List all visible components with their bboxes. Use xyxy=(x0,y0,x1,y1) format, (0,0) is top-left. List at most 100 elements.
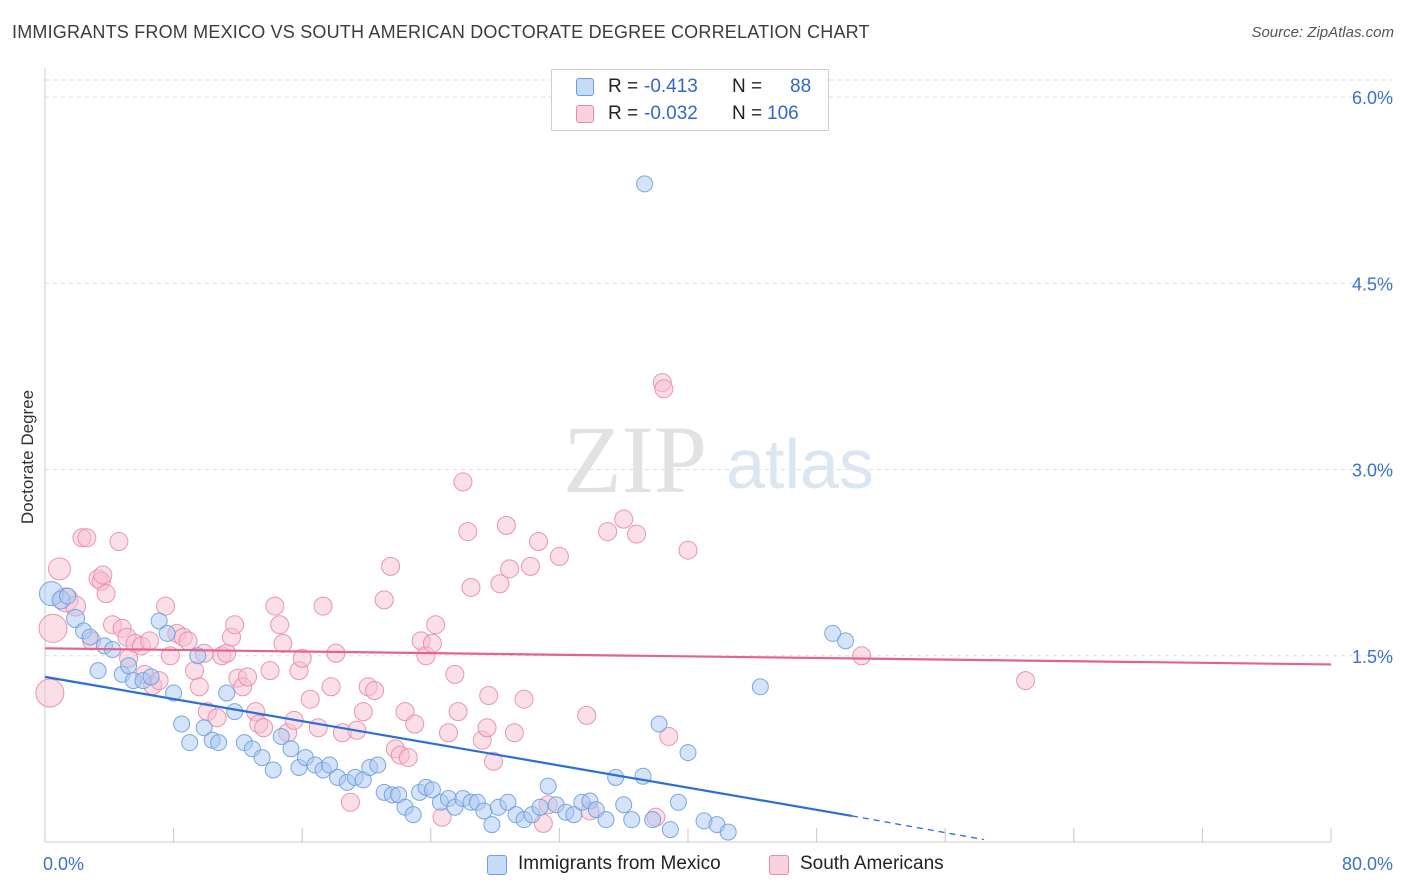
x-tick-label: 0.0% xyxy=(43,854,84,874)
trend-lines xyxy=(44,647,1332,841)
south-americans-point xyxy=(265,596,285,616)
south-americans-point xyxy=(109,532,129,552)
south-americans-point xyxy=(496,515,516,535)
south-americans-point xyxy=(453,472,473,492)
south-americans-point xyxy=(93,565,113,585)
south-americans-point xyxy=(139,631,159,651)
south-americans-point xyxy=(340,792,360,812)
mexico-point xyxy=(669,793,687,811)
y-tick-label: 1.5% xyxy=(1352,647,1393,667)
south-americans-point xyxy=(178,631,198,651)
south-americans-point xyxy=(254,718,274,738)
south-americans-point xyxy=(520,556,540,576)
south-americans-point xyxy=(374,590,394,610)
legend-row-mexico: R = -0.413 N = 88 xyxy=(552,73,828,101)
mexico-point xyxy=(89,662,107,680)
south-americans-point xyxy=(47,557,71,581)
mexico-point xyxy=(369,756,387,774)
mexico-trend-extension xyxy=(851,815,984,841)
mexico-point xyxy=(181,734,199,752)
mexico-point xyxy=(59,587,77,605)
mexico-point xyxy=(189,647,207,665)
south-americans-point xyxy=(273,633,293,653)
y-tick-label: 4.5% xyxy=(1352,274,1393,294)
south-americans-point xyxy=(238,667,258,687)
mexico-point xyxy=(837,632,855,650)
mexico-point xyxy=(499,793,517,811)
south-americans-point xyxy=(35,678,65,708)
watermark-atlas: atlas xyxy=(726,425,874,503)
legend-n-label: N = xyxy=(732,76,763,97)
mexico-point xyxy=(679,744,697,762)
south-americans-trend-line xyxy=(44,647,1332,666)
south-americans-point xyxy=(614,509,634,529)
legend-n-value: 88 xyxy=(790,76,812,97)
south-americans-point xyxy=(38,613,68,643)
south-americans-point xyxy=(483,751,503,771)
legend-r-label: R = xyxy=(608,76,639,97)
mexico-point xyxy=(636,175,654,193)
south-americans-point xyxy=(659,726,679,746)
mexico-point xyxy=(210,734,228,752)
south-americans-point xyxy=(477,718,497,738)
legend-swatch-blue xyxy=(576,78,594,96)
mexico-point xyxy=(751,678,769,696)
mexico-point xyxy=(272,727,290,745)
legend-r-label: R = xyxy=(608,103,639,124)
south-americans-point xyxy=(160,646,180,666)
south-americans-point xyxy=(422,633,442,653)
legend-r-value: -0.032 xyxy=(644,103,698,124)
south-americans-point xyxy=(156,596,176,616)
south-americans-point xyxy=(184,661,204,681)
source-label: Source: ZipAtlas.com xyxy=(1251,24,1394,41)
bottom-legend-swatch-pink xyxy=(769,855,789,875)
mexico-point xyxy=(719,823,737,841)
watermark-zip: ZIP xyxy=(563,406,707,513)
south-americans-point xyxy=(207,708,227,728)
immigrants-from-mexico-series xyxy=(38,175,855,841)
mexico-point xyxy=(264,761,282,779)
south-americans-point xyxy=(852,646,872,666)
mexico-point xyxy=(150,612,168,630)
bottom-legend-swatch-blue xyxy=(487,855,507,875)
bottom-legend-label-mexico: Immigrants from Mexico xyxy=(518,853,721,874)
mexico-point xyxy=(253,749,271,767)
mexico-point xyxy=(120,657,138,675)
mexico-point xyxy=(66,609,86,628)
mexico-point xyxy=(158,624,176,642)
mexico-point xyxy=(404,806,422,824)
south-americans-point xyxy=(270,615,290,635)
south-americans-point xyxy=(260,661,280,681)
south-americans-point xyxy=(405,714,425,734)
legend-swatch-pink xyxy=(576,105,594,123)
south-americans-point xyxy=(598,522,618,542)
south-americans-point xyxy=(1016,671,1036,691)
south-americans-point xyxy=(438,723,458,743)
south-americans-point xyxy=(549,546,569,566)
south-americans-point xyxy=(504,723,524,743)
y-tick-label: 3.0% xyxy=(1352,461,1393,481)
mexico-point xyxy=(597,811,615,829)
south-americans-point xyxy=(445,664,465,684)
mexico-point xyxy=(615,796,633,814)
south-americans-point xyxy=(189,677,209,697)
south-americans-point xyxy=(627,524,647,544)
south-americans-point xyxy=(448,702,468,722)
mexico-point xyxy=(539,777,557,795)
south-americans-point xyxy=(313,596,333,616)
south-americans-point xyxy=(308,718,328,738)
mexico-point xyxy=(483,816,501,834)
south-americans-point xyxy=(426,615,446,635)
gridlines xyxy=(45,79,1394,657)
correlation-legend: R = -0.413 N = 88 R = -0.032 N = 106 xyxy=(551,69,829,131)
axes xyxy=(44,68,1332,843)
south-americans-point xyxy=(300,689,320,709)
mexico-point xyxy=(565,806,583,824)
bottom-legend-label-south-americans: South Americans xyxy=(800,853,944,874)
mexico-point xyxy=(195,719,213,737)
y-tick-label: 6.0% xyxy=(1352,88,1393,108)
south-americans-point xyxy=(529,532,549,552)
south-americans-point xyxy=(500,559,520,579)
south-americans-point xyxy=(654,379,674,399)
